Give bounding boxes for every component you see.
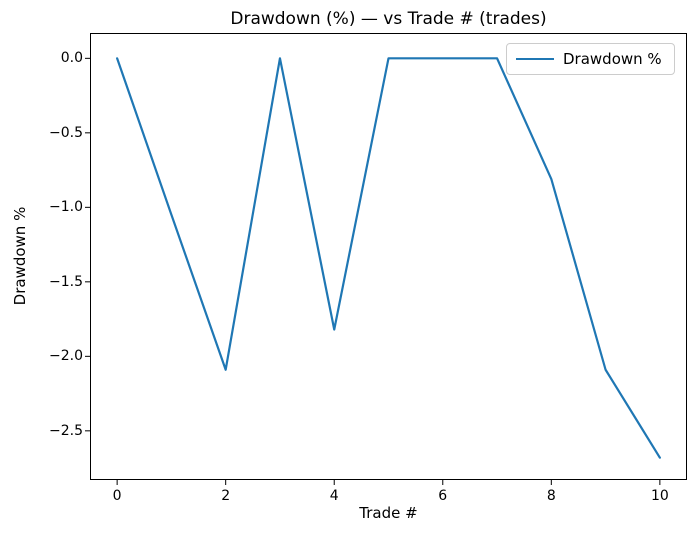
x-tick-label: 10	[650, 488, 669, 504]
y-tick-label: 0.0	[60, 50, 83, 67]
drawdown-line	[116, 57, 661, 459]
x-tick-label: 0	[112, 488, 122, 504]
y-tick-label: −2.0	[49, 348, 83, 365]
y-tick-label: −1.0	[49, 199, 83, 216]
x-tick-label: 2	[221, 488, 231, 504]
legend-box: Drawdown %	[506, 43, 675, 75]
y-tick-label: −2.5	[49, 422, 83, 439]
legend-label: Drawdown %	[563, 50, 662, 68]
x-axis-label: Trade #	[359, 504, 418, 522]
y-tick-label: −0.5	[49, 124, 83, 141]
legend-line-sample	[516, 57, 554, 61]
y-tick-label: −1.5	[49, 273, 83, 290]
chart-title: Drawdown (%) — vs Trade # (trades)	[230, 9, 547, 29]
axes-spines	[90, 33, 687, 480]
x-tick-label: 6	[438, 488, 448, 504]
x-tick-label: 8	[546, 488, 556, 504]
x-tick-label: 4	[329, 488, 339, 504]
